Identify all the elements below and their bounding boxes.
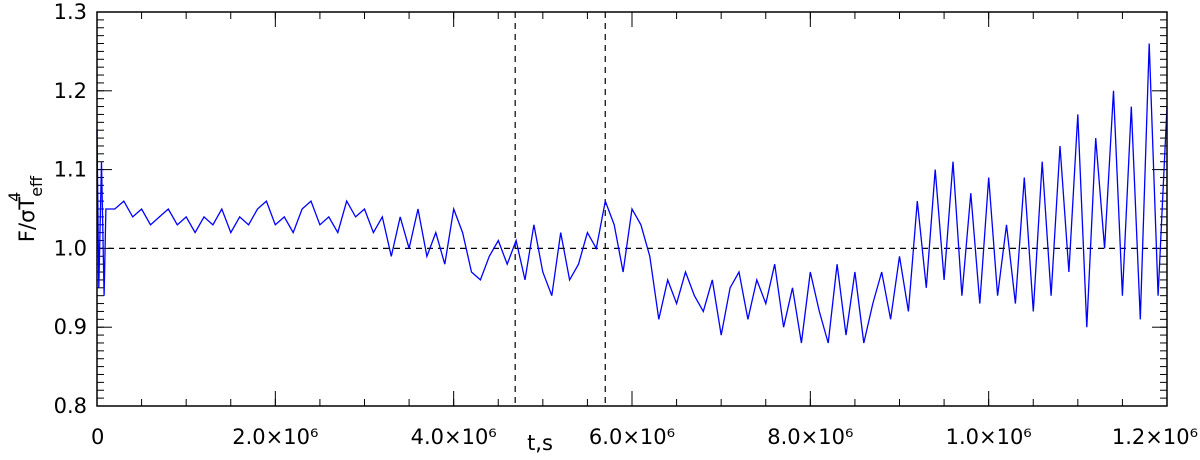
y-axis-label-sup: 4 [5,192,24,202]
y-tick-label: 0.9 [54,315,87,339]
x-axis-label: t,s [527,431,553,455]
x-tick-label: 2.0×10⁶ [232,425,318,449]
x-tick-label: 0 [91,425,104,449]
x-tick-label: 8.0×10⁶ [767,425,853,449]
y-axis-label: F/σTeff4 [5,175,46,242]
y-tick-label: 1.3 [54,0,87,24]
y-tick-label: 1.2 [54,79,87,103]
x-tick-label: 4.0×10⁶ [411,425,497,449]
y-tick-label: 0.8 [54,394,87,418]
x-tick-label: 1.2×10⁶ [1112,425,1198,449]
y-axis-label-base: F/σT [15,197,39,242]
data-line [96,43,1168,344]
plot-frame [96,11,1168,407]
y-axis-label-sub: eff [27,175,46,197]
x-tick-label: 6.0×10⁶ [589,425,675,449]
y-tick-label: 1.0 [54,236,87,260]
x-tick-label: 1.0×10⁶ [946,425,1032,449]
y-tick-label: 1.1 [54,158,87,182]
